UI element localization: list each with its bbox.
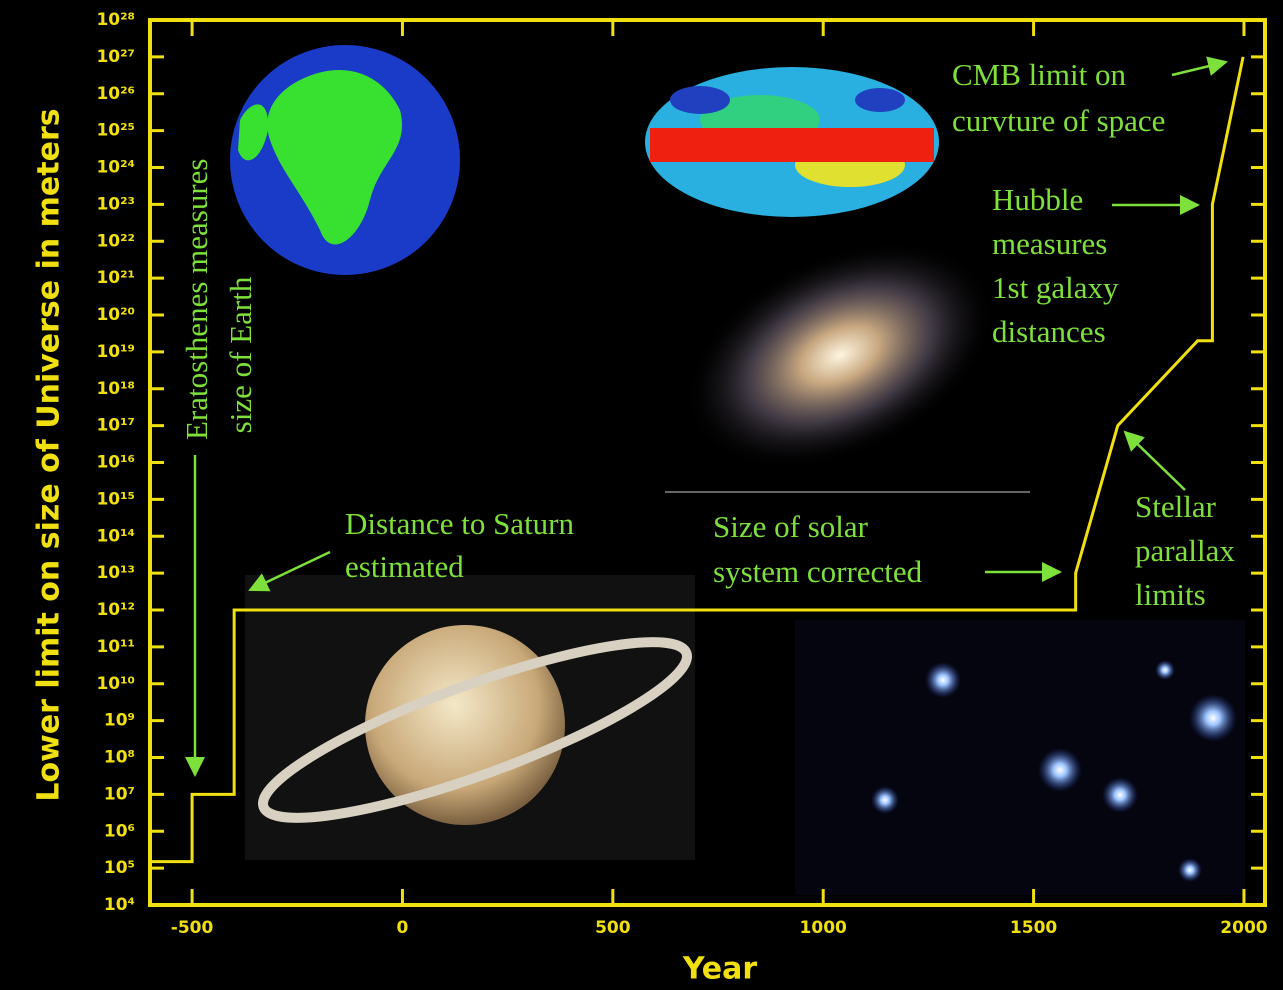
y-tick-label: 10²⁵ xyxy=(96,121,135,141)
y-tick-label: 10⁷ xyxy=(104,784,135,804)
annotation: estimated xyxy=(345,549,464,584)
y-tick-label: 10²⁸ xyxy=(96,10,135,30)
annotation: 1st galaxy xyxy=(992,270,1119,305)
y-tick-label: 10¹⁶ xyxy=(96,453,135,473)
annotation: system corrected xyxy=(713,554,923,589)
x-tick-label: 1500 xyxy=(1010,918,1057,938)
y-tick-label: 10²⁶ xyxy=(96,84,135,104)
earth-picture xyxy=(230,45,460,275)
annotation: curvture of space xyxy=(952,103,1165,138)
annotation: Stellar xyxy=(1135,489,1217,524)
annotation: limits xyxy=(1135,577,1206,612)
data-line xyxy=(150,56,1245,864)
annotation-arrow xyxy=(248,550,331,592)
saturn-picture xyxy=(245,575,695,860)
annotation: size of Earth xyxy=(223,276,258,433)
y-tick-label: 10¹¹ xyxy=(96,637,135,657)
y-axis-title: Lower limit on size of Universe in meter… xyxy=(32,108,67,801)
y-tick-label: 10¹⁴ xyxy=(96,526,135,546)
y-tick-label: 10¹⁵ xyxy=(96,489,135,509)
annotation: distances xyxy=(992,314,1106,349)
x-tick-label: 1000 xyxy=(800,918,847,938)
annotation: Distance to Saturn xyxy=(345,506,575,541)
y-tick-label: 10⁹ xyxy=(104,711,135,731)
annotation: parallax xyxy=(1135,533,1235,568)
y-tick-label: 10²³ xyxy=(96,194,135,214)
x-tick-label: -500 xyxy=(171,918,214,938)
y-tick-label: 10¹² xyxy=(96,600,135,620)
x-axis-title: Year xyxy=(682,952,758,987)
y-tick-label: 10¹³ xyxy=(96,563,135,583)
y-tick-label: 10¹⁰ xyxy=(96,674,135,694)
y-tick-label: 10⁵ xyxy=(104,858,135,878)
cmb-picture xyxy=(645,67,939,217)
annotation: Eratosthenes measures xyxy=(179,159,214,440)
y-tick-label: 10⁸ xyxy=(104,748,135,768)
galaxy-picture xyxy=(684,240,996,470)
y-tick-label: 10²¹ xyxy=(96,268,135,288)
y-tick-label: 10²⁴ xyxy=(96,158,135,178)
annotation-arrow xyxy=(1123,430,1186,491)
y-tick-label: 10¹⁹ xyxy=(96,342,135,362)
y-tick-label: 10¹⁷ xyxy=(96,416,135,436)
x-tick-label: 2000 xyxy=(1220,918,1267,938)
y-tick-label: 10⁶ xyxy=(104,821,135,841)
y-tick-label: 10⁴ xyxy=(104,895,135,915)
x-tick-label: 500 xyxy=(595,918,631,938)
annotation: CMB limit on xyxy=(952,57,1126,92)
annotation-arrow xyxy=(1171,56,1228,77)
annotation: Hubble xyxy=(992,182,1083,217)
annotation: measures xyxy=(992,226,1107,261)
stars-picture xyxy=(795,620,1245,895)
y-tick-label: 10²² xyxy=(96,231,135,251)
x-tick-label: 0 xyxy=(397,918,409,938)
annotation: Size of solar xyxy=(713,509,869,544)
y-tick-label: 10²⁷ xyxy=(96,47,135,67)
y-tick-label: 10¹⁸ xyxy=(96,379,135,399)
y-tick-label: 10²⁰ xyxy=(96,305,135,325)
